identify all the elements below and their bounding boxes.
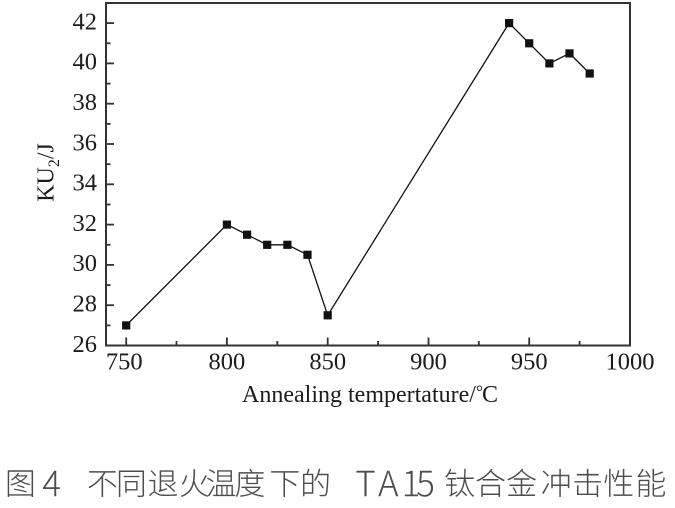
svg-text:750: 750 <box>106 349 143 376</box>
svg-text:850: 850 <box>309 349 346 376</box>
svg-text:34: 34 <box>73 170 98 197</box>
svg-text:900: 900 <box>410 349 447 376</box>
svg-text:38: 38 <box>73 89 98 116</box>
svg-text:950: 950 <box>511 349 548 376</box>
svg-text:800: 800 <box>209 349 246 376</box>
svg-text:42: 42 <box>73 8 98 35</box>
svg-text:28: 28 <box>73 291 98 318</box>
svg-text:40: 40 <box>73 49 98 76</box>
svg-text:KU2/J: KU2/J <box>34 143 64 202</box>
svg-text:36: 36 <box>73 129 98 156</box>
svg-text:26: 26 <box>73 331 98 358</box>
svg-text:Annealing tempertature/°C: Annealing tempertature/°C <box>242 382 498 409</box>
svg-text:1000: 1000 <box>606 349 655 376</box>
svg-text:30: 30 <box>73 250 98 277</box>
svg-text:32: 32 <box>73 210 98 237</box>
